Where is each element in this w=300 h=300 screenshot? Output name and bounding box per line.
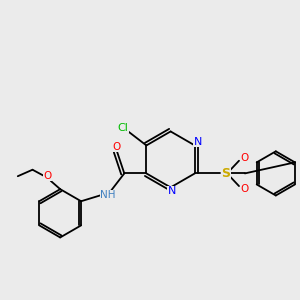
Text: Cl: Cl [117,123,128,133]
Text: O: O [44,171,52,181]
Text: NH: NH [100,190,116,200]
Text: N: N [194,137,202,147]
Text: S: S [221,167,230,180]
Text: N: N [168,186,176,196]
Text: O: O [241,153,249,163]
Text: O: O [241,184,249,194]
Text: O: O [113,142,121,152]
